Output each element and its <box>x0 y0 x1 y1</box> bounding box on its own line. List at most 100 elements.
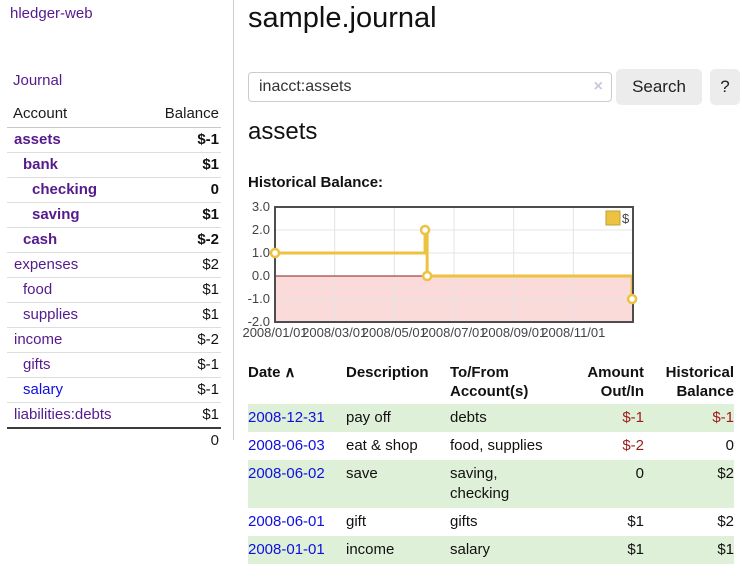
legend-swatch <box>605 210 621 226</box>
svg-text:2.0: 2.0 <box>252 222 270 237</box>
account-balance: $1 <box>202 406 219 423</box>
account-row: gifts $-1 <box>7 352 221 378</box>
account-balance: $2 <box>202 256 219 273</box>
svg-text:1.0: 1.0 <box>252 245 270 260</box>
account-link[interactable]: bank <box>23 156 59 173</box>
page-title: sample.journal <box>248 2 437 34</box>
account-row: food $1 <box>7 277 221 303</box>
register-header-amount: Amount Out/In <box>587 364 644 400</box>
chart-canvas: $3.0 2.0 1.0 0.0 -1.0 -2.02008/01/012008/03/0… <box>242 199 638 340</box>
register-header-description: Description <box>346 364 429 381</box>
brand-link[interactable]: hledger-web <box>10 5 93 22</box>
nav-journal-link[interactable]: Journal <box>13 72 63 89</box>
account-balance: $1 <box>202 306 219 323</box>
transaction-date-link[interactable]: 2008-06-03 <box>248 437 325 454</box>
transaction-amount: $-2 <box>622 437 644 454</box>
transaction-amount: $-1 <box>562 404 644 432</box>
account-balance: $1 <box>202 206 219 223</box>
transaction-row: 2008-06-03 eat & shop food, supplies $-2… <box>248 432 734 460</box>
account-balance: 0 <box>210 181 219 198</box>
account-link[interactable]: gifts <box>23 356 51 373</box>
accounts-header-account: Account <box>7 103 142 128</box>
account-row: saving $1 <box>7 202 221 228</box>
legend-label: $ <box>622 211 630 226</box>
transaction-row: 2008-06-01 gift gifts $1 $2 <box>248 508 734 536</box>
main-content: sample.journal × Search ? assets Histori… <box>242 0 742 582</box>
account-balance: $-1 <box>197 381 219 398</box>
svg-text:2008/09/01: 2008/09/01 <box>481 325 546 340</box>
account-balance: $-1 <box>197 356 219 373</box>
transaction-accounts: gifts <box>450 513 478 530</box>
account-row: salary $-1 <box>7 377 221 403</box>
transaction-description: pay off <box>346 404 450 432</box>
register-header-balance: Historical Balance <box>665 364 734 400</box>
transaction-balance: $-1 <box>644 404 734 432</box>
account-balance: $-2 <box>197 231 219 248</box>
account-link[interactable]: expenses <box>14 256 79 273</box>
register-table: Date ∧ Description To/From Account(s) Amo… <box>248 361 734 564</box>
transaction-balance: $2 <box>644 460 734 508</box>
svg-text:0.0: 0.0 <box>252 268 270 283</box>
accounts-total-row: 0 <box>7 427 221 452</box>
account-link[interactable]: income <box>14 331 63 348</box>
transaction-accounts: saving, checking <box>450 460 562 508</box>
account-row: expenses $2 <box>7 252 221 278</box>
transaction-description: save <box>346 460 450 508</box>
account-link[interactable]: cash <box>23 231 58 248</box>
clear-search-icon[interactable]: × <box>593 78 603 95</box>
register-header-date[interactable]: Date ∧ <box>248 364 296 381</box>
transaction-description: gift <box>346 513 367 530</box>
svg-text:2008/11/01: 2008/11/01 <box>541 325 605 340</box>
svg-text:-2.0: -2.0 <box>248 314 270 329</box>
account-link[interactable]: food <box>23 281 53 298</box>
account-link[interactable]: assets <box>14 131 61 148</box>
account-row: checking 0 <box>7 177 221 203</box>
transaction-description: eat & shop <box>346 437 418 454</box>
svg-text:3.0: 3.0 <box>252 199 270 214</box>
transaction-amount: 0 <box>562 460 644 508</box>
data-point-marker <box>421 270 433 282</box>
data-point-marker <box>269 247 281 259</box>
transaction-accounts: food, supplies <box>450 437 543 454</box>
svg-text:-1.0: -1.0 <box>248 291 270 306</box>
account-row: cash $-2 <box>7 227 221 253</box>
transaction-date-link[interactable]: 2008-12-31 <box>248 409 325 426</box>
account-link[interactable]: liabilities:debts <box>14 406 112 423</box>
accounts-total-spacer <box>7 427 142 452</box>
transaction-row: 2008-06-02 save saving, checking 0 $2 <box>248 460 734 508</box>
account-balance: $-2 <box>197 331 219 348</box>
svg-text:2008/03/01: 2008/03/01 <box>302 325 367 340</box>
transaction-date-link[interactable]: 2008-01-01 <box>248 541 325 558</box>
account-link[interactable]: salary <box>23 381 64 398</box>
transaction-date-link[interactable]: 2008-06-02 <box>248 465 325 482</box>
account-row: bank $1 <box>7 152 221 178</box>
search-button[interactable]: Search <box>616 69 702 105</box>
account-link[interactable]: supplies <box>23 306 79 323</box>
accounts-table: Account Balance assets $-1 bank $1 check… <box>7 103 221 452</box>
register-header-accounts: To/From Account(s) <box>450 364 529 400</box>
svg-text:2008/07/01: 2008/07/01 <box>421 325 486 340</box>
register-header-row: Date ∧ Description To/From Account(s) Amo… <box>248 361 734 404</box>
search-input[interactable] <box>248 72 612 102</box>
account-row: income $-2 <box>7 327 221 353</box>
transaction-row: 2008-01-01 income salary $1 $1 <box>248 536 734 564</box>
transaction-accounts: salary <box>450 536 562 564</box>
account-link[interactable]: checking <box>32 181 98 198</box>
search-bar: × Search ? <box>248 69 742 105</box>
account-balance: $1 <box>202 156 219 173</box>
transaction-date-link[interactable]: 2008-06-01 <box>248 513 325 530</box>
sidebar-divider <box>233 0 234 440</box>
accounts-header-balance: Balance <box>141 103 221 128</box>
account-row: liabilities:debts $1 <box>7 402 221 429</box>
account-balance: $1 <box>202 281 219 298</box>
transaction-amount: $1 <box>627 513 644 530</box>
data-point-marker <box>419 224 431 236</box>
svg-text:2008/01/01: 2008/01/01 <box>242 325 307 340</box>
account-balance: $-1 <box>197 131 219 148</box>
svg-text:2008/05/01: 2008/05/01 <box>362 325 427 340</box>
help-button[interactable]: ? <box>710 69 740 105</box>
transaction-balance: $2 <box>717 513 734 530</box>
account-link[interactable]: saving <box>32 206 80 223</box>
account-heading: assets <box>248 118 318 145</box>
transaction-balance: 0 <box>725 437 734 454</box>
